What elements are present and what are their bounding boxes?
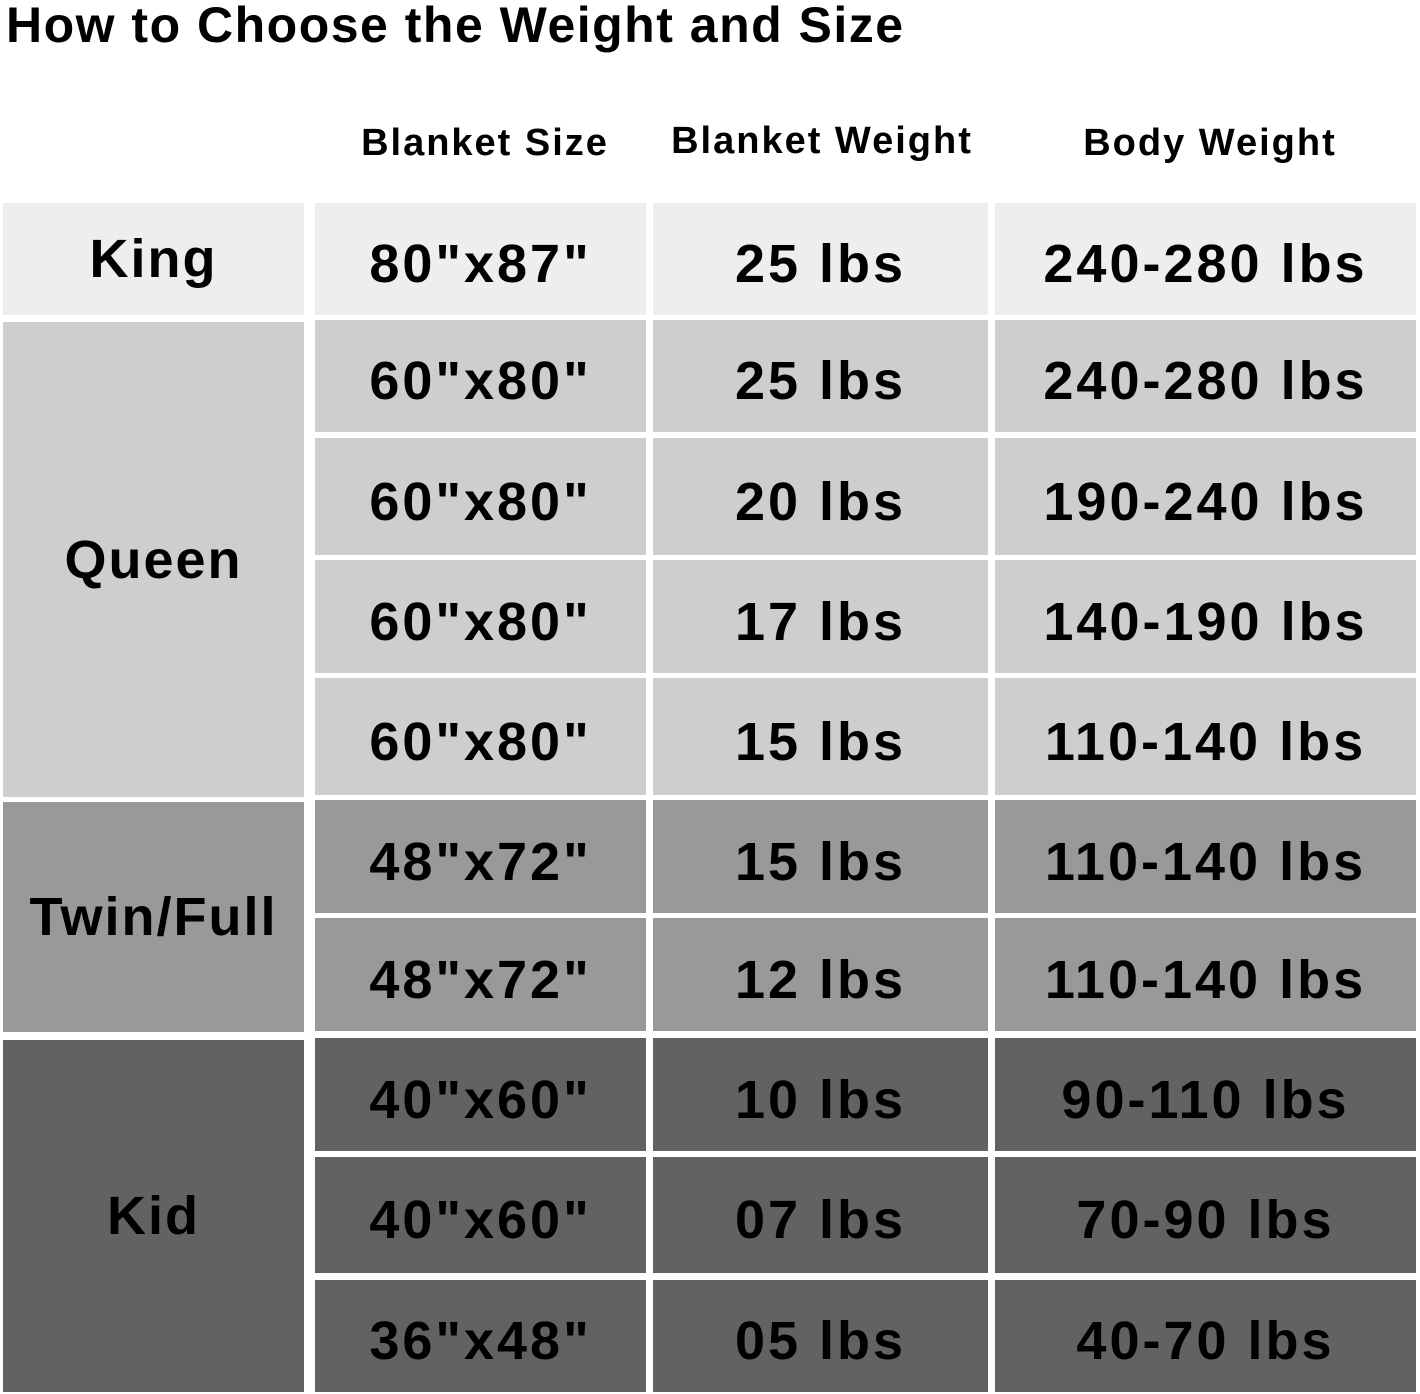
category-cell: Kid: [3, 1040, 304, 1392]
body-weight-cell: 110-140 lbs: [995, 918, 1416, 1031]
blanket-size-cell: 60"x80": [315, 678, 646, 795]
blanket-weight-cell: 05 lbs: [653, 1280, 988, 1392]
body-weight-cell: 140-190 lbs: [995, 560, 1416, 673]
blanket-size-cell: 80"x87": [315, 203, 646, 315]
blanket-size-cell: 40"x60": [315, 1038, 646, 1151]
body-weight-cell: 40-70 lbs: [995, 1280, 1416, 1392]
blanket-weight-cell: 20 lbs: [653, 438, 988, 555]
body-weight-cell: 110-140 lbs: [995, 678, 1416, 795]
body-weight-cell: 240-280 lbs: [995, 203, 1416, 315]
category-cell: King: [3, 203, 304, 315]
blanket-weight-cell: 25 lbs: [653, 203, 988, 315]
header-body-weight: Body Weight: [1083, 122, 1337, 164]
body-weight-cell: 240-280 lbs: [995, 320, 1416, 432]
page-title: How to Choose the Weight and Size: [6, 0, 905, 53]
body-weight-cell: 190-240 lbs: [995, 438, 1416, 555]
blanket-weight-cell: 10 lbs: [653, 1038, 988, 1151]
blanket-weight-cell: 15 lbs: [653, 678, 988, 795]
blanket-size-cell: 48"x72": [315, 918, 646, 1031]
blanket-weight-cell: 12 lbs: [653, 918, 988, 1031]
blanket-weight-cell: 15 lbs: [653, 800, 988, 913]
body-weight-cell: 90-110 lbs: [995, 1038, 1416, 1151]
blanket-size-cell: 60"x80": [315, 560, 646, 673]
blanket-size-cell: 40"x60": [315, 1157, 646, 1273]
blanket-size-cell: 60"x80": [315, 320, 646, 432]
blanket-size-cell: 48"x72": [315, 800, 646, 913]
header-blanket-weight: Blanket Weight: [671, 120, 973, 162]
header-blanket-size: Blanket Size: [361, 122, 609, 164]
blanket-weight-cell: 17 lbs: [653, 560, 988, 673]
body-weight-cell: 110-140 lbs: [995, 800, 1416, 913]
blanket-weight-cell: 25 lbs: [653, 320, 988, 432]
category-cell: Twin/Full: [3, 802, 304, 1032]
body-weight-cell: 70-90 lbs: [995, 1157, 1416, 1273]
category-cell: Queen: [3, 322, 304, 797]
blanket-size-cell: 36"x48": [315, 1280, 646, 1392]
blanket-weight-cell: 07 lbs: [653, 1157, 988, 1273]
blanket-size-cell: 60"x80": [315, 438, 646, 555]
